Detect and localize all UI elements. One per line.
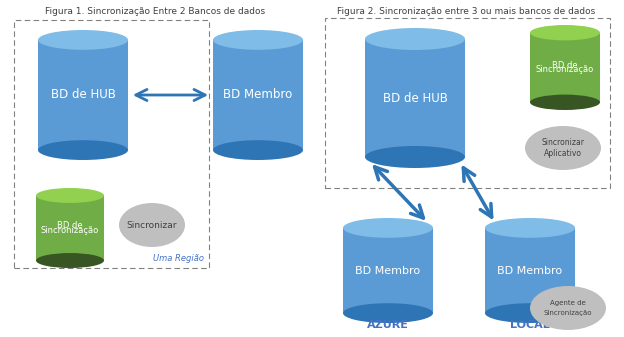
Text: Agente de: Agente de — [550, 300, 586, 306]
Bar — [14, 20, 209, 268]
Text: Figura 2. Sincronização entre 3 ou mais bancos de dados: Figura 2. Sincronização entre 3 ou mais … — [337, 7, 595, 16]
Ellipse shape — [530, 286, 606, 330]
Text: BD Membro: BD Membro — [223, 89, 293, 101]
Text: Sincronização: Sincronização — [544, 310, 592, 316]
Bar — [343, 228, 433, 313]
Ellipse shape — [213, 140, 303, 160]
Ellipse shape — [365, 28, 465, 50]
Text: BD de HUB: BD de HUB — [383, 92, 447, 104]
Ellipse shape — [36, 188, 104, 203]
Text: BD Membro: BD Membro — [356, 266, 421, 276]
Bar — [365, 39, 465, 157]
Ellipse shape — [485, 303, 575, 323]
Bar — [530, 33, 600, 102]
Ellipse shape — [530, 25, 600, 40]
Ellipse shape — [38, 30, 128, 50]
Text: BD de HUB: BD de HUB — [51, 89, 115, 101]
Text: BD de: BD de — [57, 221, 83, 230]
Ellipse shape — [530, 95, 600, 110]
Text: Figura 1. Sincronização Entre 2 Bancos de dados: Figura 1. Sincronização Entre 2 Bancos d… — [45, 7, 265, 16]
Text: BD de: BD de — [552, 61, 578, 70]
Bar — [38, 40, 128, 150]
Ellipse shape — [38, 140, 128, 160]
Bar — [36, 195, 104, 261]
Text: Aplicativo: Aplicativo — [544, 149, 582, 158]
Text: AZURE: AZURE — [367, 320, 409, 330]
Ellipse shape — [365, 146, 465, 168]
Text: Sincronizar: Sincronizar — [542, 138, 585, 147]
Ellipse shape — [485, 218, 575, 238]
Ellipse shape — [343, 218, 433, 238]
Bar — [485, 228, 575, 313]
Ellipse shape — [343, 303, 433, 323]
Text: Sincronização: Sincronização — [41, 226, 99, 235]
Text: Sincronizar: Sincronizar — [127, 220, 177, 229]
Text: LOCAL: LOCAL — [510, 320, 550, 330]
Ellipse shape — [213, 30, 303, 50]
Bar — [325, 18, 610, 188]
Bar — [213, 40, 303, 150]
Text: Uma Região: Uma Região — [153, 254, 204, 263]
Text: Sincronização: Sincronização — [536, 65, 594, 74]
Text: BD Membro: BD Membro — [497, 266, 563, 276]
Ellipse shape — [36, 253, 104, 268]
Ellipse shape — [525, 126, 601, 170]
Ellipse shape — [119, 203, 185, 247]
